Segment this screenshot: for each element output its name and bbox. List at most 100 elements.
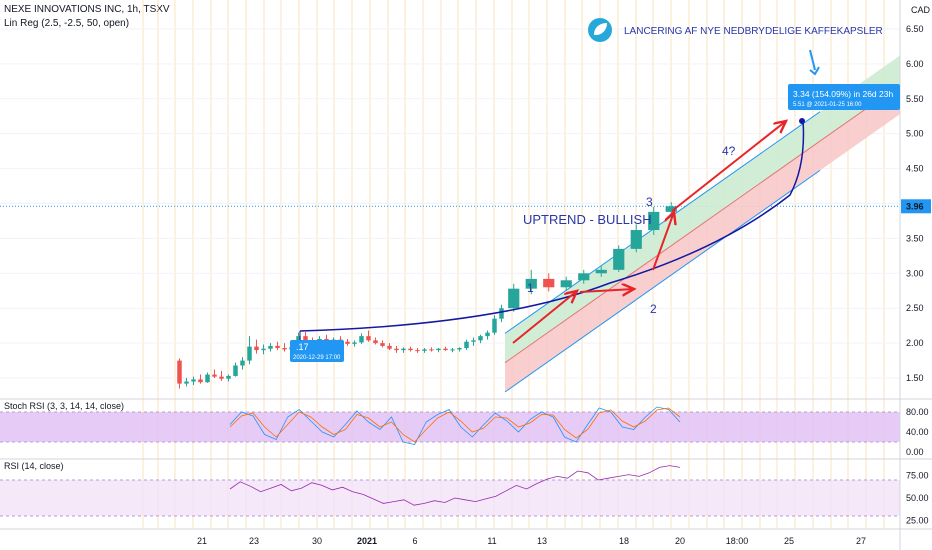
candle-body-39 <box>450 349 455 351</box>
wave-label-1: 1 <box>527 281 534 295</box>
candle-body-1 <box>184 381 189 384</box>
candle-body-45 <box>492 318 497 333</box>
start-tooltip-date: 2020-12-29 17:00 <box>293 355 341 361</box>
candles-series <box>177 202 677 389</box>
stoch-rsi-title: Stoch RSI (3, 3, 14, 14, close) <box>4 401 124 411</box>
candle-body-30 <box>387 345 392 349</box>
target-point <box>799 118 805 124</box>
news-headline: LANCERING AF NYE NEDBRYDELIGE KAFFEKAPSL… <box>624 26 883 37</box>
candle-body-34 <box>415 350 420 352</box>
wave-arrow-4 <box>671 121 786 212</box>
candle-body-8 <box>233 365 238 376</box>
price-tick-1: 6.00 <box>906 59 924 69</box>
candle-body-49 <box>543 278 555 288</box>
stoch-rsi-pane: Stoch RSI (3, 3, 14, 14, close) 80.00 40.0… <box>0 398 932 457</box>
trend-label: UPTREND - BULLISH <box>523 212 652 227</box>
candle-body-13 <box>268 345 273 349</box>
target-pointer-head <box>809 66 820 76</box>
time-tick-1: 23 <box>249 536 259 546</box>
candle-body-37 <box>436 348 441 351</box>
candle-body-11 <box>254 346 259 351</box>
target-tooltip-box <box>788 84 900 110</box>
annotation-labels: LANCERING AF NYE NEDBRYDELIGE KAFFEKAPSL… <box>290 18 900 362</box>
wave-arrow-1 <box>512 291 577 344</box>
candle-body-15 <box>282 348 287 350</box>
candle-body-29 <box>380 343 385 346</box>
candle-body-50 <box>560 280 572 288</box>
leaf-icon-shape <box>594 23 607 35</box>
candle-body-44 <box>485 332 490 337</box>
time-axis[interactable]: 21 23 30 2021 6 11 13 18 20 18:00 25 27 <box>0 528 932 546</box>
start-tooltip-value: .17 <box>296 342 309 352</box>
candle-body-53 <box>613 248 625 270</box>
candle-body-25 <box>352 342 357 344</box>
candle-body-14 <box>275 345 280 349</box>
start-tooltip-box <box>290 340 344 362</box>
current-price-badge <box>901 199 931 214</box>
time-tick-9: 18:00 <box>726 536 749 546</box>
time-tick-6: 13 <box>537 536 547 546</box>
indicator-title: Lin Reg (2.5, -2.5, 50, open) <box>4 18 130 29</box>
candle-body-46 <box>499 308 504 319</box>
candle-body-41 <box>464 341 469 349</box>
currency-label: CAD <box>911 5 931 15</box>
stoch-rsi-tick-2: 0.00 <box>906 447 924 457</box>
price-tick-3: 5.00 <box>906 129 924 139</box>
candle-body-0 <box>177 360 182 384</box>
candle-body-55 <box>648 211 660 231</box>
leaf-icon <box>588 18 612 42</box>
rsi-band <box>0 480 900 516</box>
candle-body-31 <box>394 348 399 351</box>
rsi-tick-1: 50.00 <box>906 493 929 503</box>
rsi-tick-0: 75.00 <box>906 471 929 481</box>
channel-lower-line <box>504 169 821 393</box>
time-tick-4: 6 <box>412 536 417 546</box>
candle-body-40 <box>457 348 462 350</box>
candle-body-4 <box>205 374 210 383</box>
target-tooltip-line1: 3.34 (154.09%) in 26d 23h <box>793 89 893 99</box>
candle-body-6 <box>219 376 224 379</box>
stoch-rsi-tick-1: 40.00 <box>906 427 929 437</box>
candle-body-38 <box>443 348 448 351</box>
time-tick-7: 18 <box>619 536 629 546</box>
candle-body-52 <box>595 269 607 274</box>
candle-body-35 <box>422 349 427 351</box>
candle-body-32 <box>401 348 406 351</box>
candle-body-12 <box>261 348 266 351</box>
price-axis[interactable]: CAD6.506.005.505.004.504.003.503.002.502… <box>899 0 931 550</box>
candle-body-36 <box>429 349 434 351</box>
time-tick-0: 21 <box>197 536 207 546</box>
price-tick-10: 1.50 <box>906 373 924 383</box>
candle-body-26 <box>359 336 364 343</box>
candle-body-33 <box>408 348 413 351</box>
candle-body-54 <box>630 230 642 249</box>
candle-body-47 <box>508 288 520 309</box>
candle-body-21 <box>324 338 329 342</box>
stoch-rsi-series-1 <box>229 407 681 443</box>
candle-body-9 <box>240 360 245 366</box>
candle-body-18 <box>303 336 308 342</box>
rsi-title: RSI (14, close) <box>4 461 64 471</box>
candle-body-2 <box>191 379 196 382</box>
wave-arrow-2 <box>579 289 634 292</box>
candle-body-24 <box>345 341 350 344</box>
wave-label-2: 2 <box>650 302 657 316</box>
price-tick-7: 3.00 <box>906 268 924 278</box>
candle-body-27 <box>366 336 371 341</box>
rsi-tick-2: 25.00 <box>906 516 929 526</box>
current-price-value: 3.96 <box>906 201 924 211</box>
stoch-rsi-band <box>0 412 900 442</box>
time-tick-10: 25 <box>784 536 794 546</box>
vertical-grid <box>142 0 885 528</box>
target-tooltip-line2: 5.51 @ 2021-01-25 16:00 <box>793 102 862 108</box>
candle-body-43 <box>478 336 483 341</box>
wave-label-4: 4? <box>722 144 736 158</box>
channel-mid-line <box>504 84 901 364</box>
rsi-pane: RSI (14, close) 75.00 50.00 25.00 <box>0 458 932 526</box>
candle-body-48 <box>525 278 537 289</box>
price-tick-0: 6.50 <box>906 24 924 34</box>
price-tick-8: 2.50 <box>906 303 924 313</box>
target-pointer-arrow <box>809 49 816 71</box>
candle-body-3 <box>198 379 203 383</box>
